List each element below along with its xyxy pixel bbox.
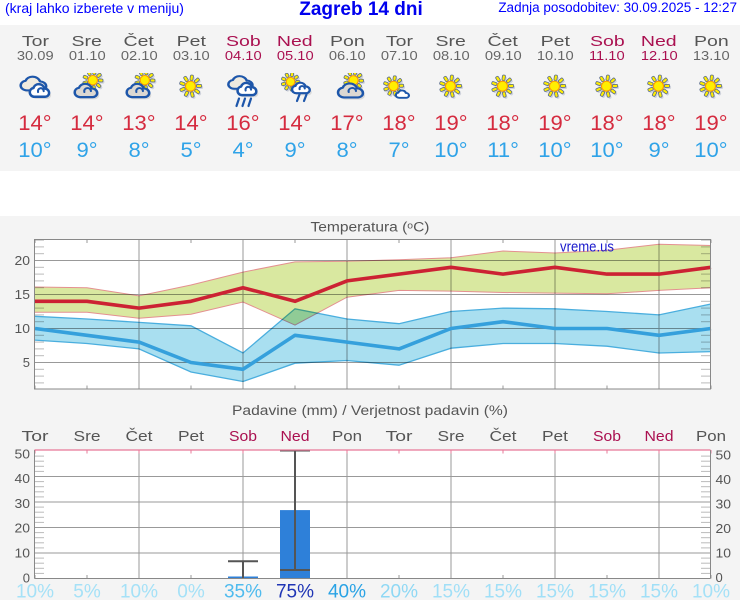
svg-text:Čet: Čet bbox=[126, 428, 153, 445]
svg-text:15%: 15% bbox=[588, 582, 626, 600]
svg-text:40: 40 bbox=[15, 471, 31, 486]
svg-text:0: 0 bbox=[716, 570, 723, 585]
svg-text:vreme.us: vreme.us bbox=[560, 239, 614, 256]
svg-text:30: 30 bbox=[716, 497, 732, 512]
svg-text:10%: 10% bbox=[692, 582, 730, 600]
svg-text:50: 50 bbox=[15, 446, 31, 461]
svg-text:Padavine (mm) / Verjetnost pad: Padavine (mm) / Verjetnost padavin (%) bbox=[232, 403, 508, 418]
svg-text:20: 20 bbox=[15, 253, 31, 268]
svg-text:20: 20 bbox=[15, 521, 31, 536]
svg-text:10: 10 bbox=[15, 321, 31, 336]
svg-text:15%: 15% bbox=[640, 582, 678, 600]
svg-text:Tor: Tor bbox=[22, 429, 49, 445]
svg-text:10%: 10% bbox=[16, 582, 54, 600]
svg-text:0%: 0% bbox=[177, 582, 205, 600]
svg-text:Pon: Pon bbox=[332, 429, 362, 445]
svg-text:40: 40 bbox=[716, 472, 732, 487]
svg-text:Čet: Čet bbox=[490, 428, 517, 445]
svg-text:10: 10 bbox=[716, 545, 732, 560]
svg-text:Tor: Tor bbox=[386, 429, 413, 445]
svg-text:Ned: Ned bbox=[645, 429, 674, 445]
svg-text:15%: 15% bbox=[484, 582, 522, 600]
svg-text:30: 30 bbox=[15, 496, 31, 511]
svg-text:Sob: Sob bbox=[229, 429, 257, 445]
svg-text:20%: 20% bbox=[380, 582, 418, 600]
svg-text:Pon: Pon bbox=[696, 429, 726, 445]
svg-text:20: 20 bbox=[716, 521, 732, 536]
svg-text:Pet: Pet bbox=[178, 429, 204, 445]
svg-text:Sre: Sre bbox=[74, 429, 101, 445]
svg-text:5%: 5% bbox=[73, 582, 101, 600]
svg-text:Sre: Sre bbox=[438, 429, 465, 445]
svg-text:0: 0 bbox=[23, 570, 30, 585]
svg-text:Pet: Pet bbox=[542, 429, 568, 445]
svg-text:50: 50 bbox=[716, 448, 732, 463]
svg-text:35%: 35% bbox=[224, 582, 262, 600]
svg-text:15: 15 bbox=[15, 287, 31, 302]
svg-text:15%: 15% bbox=[432, 582, 470, 600]
svg-text:Temperatura (oC): Temperatura (oC) bbox=[311, 220, 430, 235]
svg-text:75%: 75% bbox=[276, 582, 314, 600]
svg-text:10%: 10% bbox=[120, 582, 158, 600]
svg-text:5: 5 bbox=[23, 355, 30, 370]
svg-text:10: 10 bbox=[15, 546, 31, 561]
svg-text:40%: 40% bbox=[328, 582, 366, 600]
svg-text:Ned: Ned bbox=[281, 429, 310, 445]
svg-text:15%: 15% bbox=[536, 582, 574, 600]
svg-text:Sob: Sob bbox=[593, 429, 621, 445]
